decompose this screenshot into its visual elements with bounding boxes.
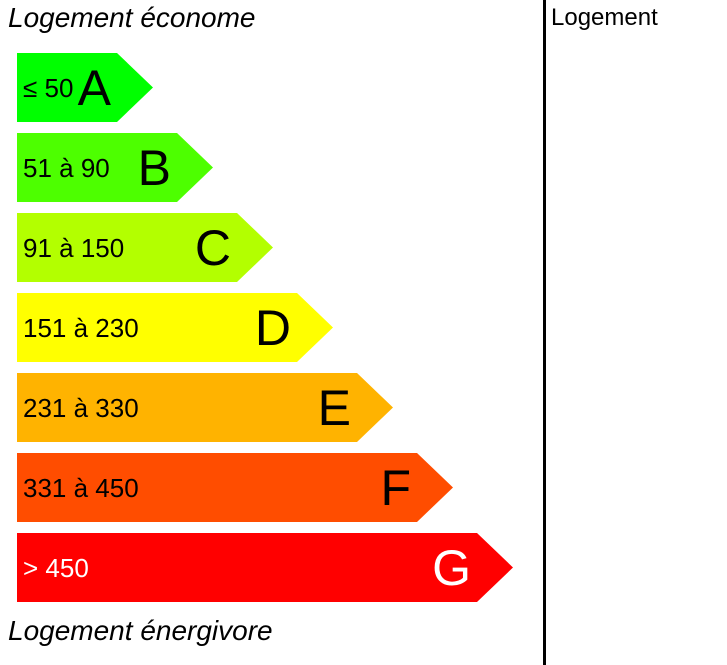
inefficient-caption: Logement énergivore — [8, 615, 273, 646]
energy-band-fill — [17, 213, 273, 282]
energy-band-range: 51 à 90 — [23, 153, 110, 183]
energy-band-arrow — [17, 293, 333, 362]
energy-band-letter: D — [254, 300, 291, 356]
energy-band-arrow — [17, 533, 513, 602]
efficient-caption: Logement économe — [8, 2, 256, 33]
energy-band-g: > 450 G — [17, 533, 513, 602]
energy-band-fill — [17, 373, 393, 442]
energy-band-arrow — [17, 213, 273, 282]
energy-band-d: 151 à 230 D — [17, 293, 333, 362]
energy-band-arrow — [17, 53, 153, 122]
energy-band-fill — [17, 133, 213, 202]
energy-band-range: > 450 — [23, 553, 89, 583]
column-divider — [543, 0, 546, 665]
energy-band-f: 331 à 450 F — [17, 453, 453, 522]
energy-band-range: 231 à 330 — [23, 393, 139, 423]
energy-band-b: 51 à 90 B — [17, 133, 213, 202]
energy-band-letter: A — [77, 60, 111, 116]
energy-band-e: 231 à 330 E — [17, 373, 393, 442]
energy-band-fill — [17, 453, 453, 522]
energy-band-arrow — [17, 373, 393, 442]
energy-band-c: 91 à 150 C — [17, 213, 273, 282]
energy-band-arrow — [17, 453, 453, 522]
energy-band-range: ≤ 50 — [23, 73, 74, 103]
energy-band-letter: F — [380, 460, 411, 516]
energy-band-range: 151 à 230 — [23, 313, 139, 343]
energy-band-a: ≤ 50 A — [17, 53, 153, 122]
energy-band-fill — [17, 293, 333, 362]
energy-band-fill — [17, 53, 153, 122]
energy-band-letter: B — [137, 140, 171, 196]
energy-band-range: 331 à 450 — [23, 473, 139, 503]
energy-band-letter: E — [317, 380, 351, 436]
energy-band-letter: C — [194, 220, 231, 276]
energy-band-letter: G — [432, 540, 471, 596]
dwelling-column-header: Logement — [551, 4, 658, 31]
energy-band-fill — [17, 533, 513, 602]
energy-band-range: 91 à 150 — [23, 233, 125, 263]
energy-band-arrow — [17, 133, 213, 202]
